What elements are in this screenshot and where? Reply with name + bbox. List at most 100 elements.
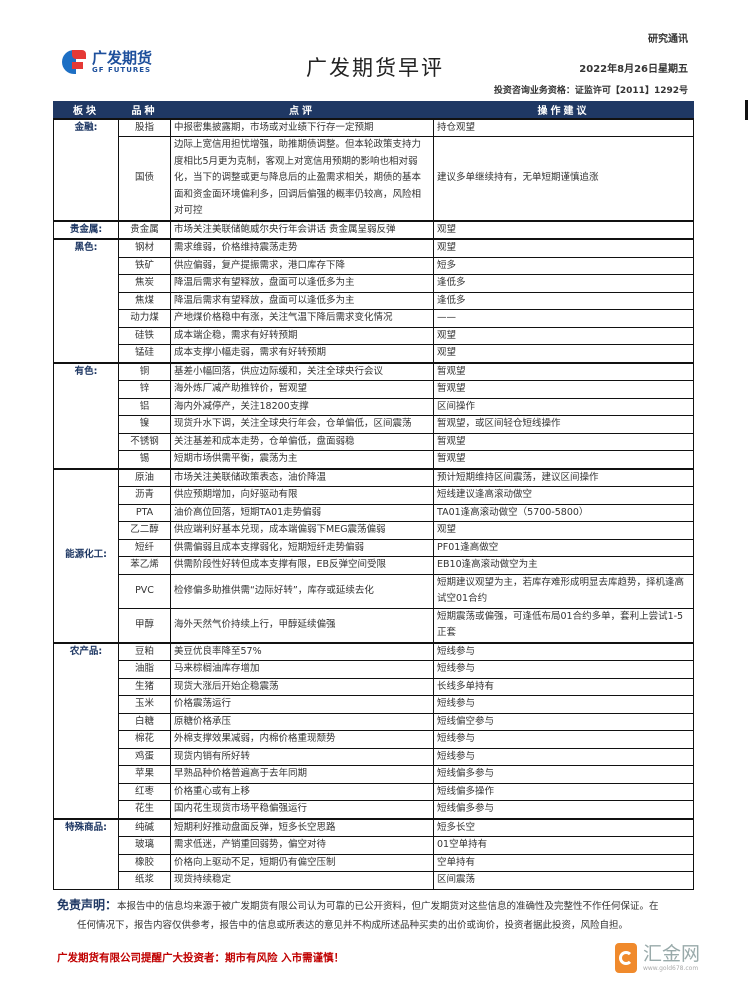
advice-cell: 观望 (433, 238, 694, 258)
variety-cell: 苯乙烯 (118, 556, 171, 575)
table-row: 贵金属: 贵金属 市场关注美联储鲍威尔央行年会讲话 贵金属呈弱反弹 观望 (53, 219, 694, 240)
sector-cell: 特殊商品: (53, 817, 119, 890)
comment-cell: 降温后需求有望释放，盘面可以逢低多为主 (170, 291, 434, 310)
advice-cell: 逢低多 (433, 291, 694, 310)
advice-cell: 短线参与 (433, 641, 694, 661)
advice-cell: 01空单持有 (433, 836, 694, 855)
variety-cell: 贵金属 (118, 219, 171, 240)
comment-cell: 油价高位回落，短期TA01走势偏弱 (170, 503, 434, 522)
comment-cell: 价格向上驱动不足，短期仍有偏空压制 (170, 853, 434, 872)
comment-cell: 产地煤价格稳中有涨，关注气温下降后需求变化情况 (170, 309, 434, 328)
advice-cell: 持仓观望 (433, 117, 694, 137)
watermark-text: 汇金网 (642, 943, 700, 965)
comment-cell: 供需阶段性好转但成本支撑有限，EB反弹空间受限 (170, 556, 434, 575)
comment-cell: 现货升水下调，关注全球央行年会，仓单偏低，区间震荡 (170, 415, 434, 434)
sector-cell: 能源化工: (53, 467, 119, 643)
col-variety: 品种 (118, 101, 171, 119)
variety-cell: 原油 (118, 467, 171, 487)
advice-cell: 逢低多 (433, 274, 694, 293)
comment-cell: 马来棕榈油库存增加 (170, 660, 434, 679)
sector-cell: 农产品: (53, 641, 119, 819)
advice-cell: 观望 (433, 326, 694, 345)
table-row: 花生 国内花生现货市场平稳偏强运行 短线偏多参与 (54, 800, 694, 819)
advice-cell: 短线参与 (433, 730, 694, 749)
table-row: 苯乙烯 供需阶段性好转但成本支撑有限，EB反弹空间受限 EB10逢高滚动做空为主 (54, 556, 694, 575)
advice-cell: 观望 (433, 521, 694, 540)
comment-cell: 关注基差和成本走势，仓单偏低，盘面弱稳 (170, 432, 434, 451)
variety-cell: 橡胶 (118, 853, 171, 872)
advice-cell: 短期震荡或偏强，可逢低布局01合约多单，套利上尝试1-5正套 (433, 607, 694, 643)
advice-cell: 预计短期维持区间震荡，建议区间操作 (433, 467, 694, 487)
comment-cell: 现货内销有所好转 (170, 747, 434, 766)
variety-cell: 焦炭 (118, 274, 171, 293)
comment-cell: 早熟品种价格普遍高于去年同期 (170, 765, 434, 784)
comment-cell: 短期利好推动盘面反弹，短多长空思路 (170, 817, 434, 837)
variety-cell: 短纤 (118, 538, 171, 557)
comment-cell: 市场关注美联储鲍威尔央行年会讲话 贵金属呈弱反弹 (170, 219, 434, 240)
comment-cell: 海内外减停产，关注18200支撑 (170, 397, 434, 416)
company-logo: 广发期货 GF FUTURES (62, 48, 152, 76)
watermark-logo-icon (614, 942, 637, 973)
scroll-marker (745, 100, 748, 120)
advice-cell: 暂观望 (433, 361, 694, 381)
comment-cell: 供应端利好基本兑现，成本端偏弱下MEG震荡偏弱 (170, 521, 434, 540)
advice-cell: 暂观望 (433, 432, 694, 451)
advice-cell: 短线参与 (433, 747, 694, 766)
table-row: 生猪 现货大涨后开始企稳震荡 长线多单持有 (54, 677, 694, 696)
col-sector: 板块 (53, 101, 119, 119)
comment-cell: 供需偏弱且成本支撑弱化，短期短纤走势偏弱 (170, 538, 434, 557)
comment-cell: 中报密集披露期，市场或对业绩下行存一定预期 (170, 117, 434, 137)
advice-cell: 区间震荡 (433, 871, 694, 890)
comment-cell: 现货大涨后开始企稳震荡 (170, 677, 434, 696)
table-row: 玻璃 需求低迷，产销重回弱势，偏空对待 01空单持有 (54, 836, 694, 855)
variety-cell: 焦煤 (118, 291, 171, 310)
logo-en: GF FUTURES (92, 66, 152, 74)
advice-cell: 暂观望 (433, 380, 694, 399)
table-row: 农产品: 豆粕 美豆优良率降至57% 短线参与 (53, 641, 694, 819)
comment-cell: 降温后需求有望释放，盘面可以逢低多为主 (170, 274, 434, 293)
comment-cell: 边际上宽信用担忧增强，助推期债调整。但本轮政策支持力度相比5月更为克制，客观上对… (170, 136, 434, 221)
report-type: 研究通讯 (648, 34, 688, 45)
variety-cell: 纸浆 (118, 871, 171, 890)
table-row: 硅铁 成本端企稳，需求有好转预期 观望 (54, 326, 694, 345)
gf-logo-icon (62, 48, 88, 76)
table-row: PVC 检修偏多助推供需“边际好转”，库存或延续去化 短期建议观望为主，若库存难形成… (54, 573, 694, 609)
advice-cell: 短期建议观望为主，若库存难形成明显去库趋势，择机逢高试空01合约 (433, 573, 694, 609)
advice-cell: 观望 (433, 219, 694, 240)
watermark-url: www.gold678.com (642, 965, 699, 972)
advice-cell: 空单持有 (433, 853, 694, 872)
table-row: 油脂 马来棕榈油库存增加 短线参与 (54, 660, 694, 679)
sector-cell: 贵金属: (53, 219, 119, 240)
table-row: 铝海内外减停产，关注18200支撑 区间操作 (54, 397, 694, 416)
variety-cell: 铝 (118, 397, 171, 416)
advice-cell: —— (433, 309, 694, 328)
disclaimer-line2: 任何情况下，报告内容仅供参考，报告中的信息或所表达的意见并不构成所述品种买卖的出… (77, 919, 629, 931)
page-title: 广发期货早评 (306, 56, 444, 80)
variety-cell: 沥青 (118, 486, 171, 505)
comment-cell: 美豆优良率降至57% (170, 641, 434, 661)
col-advice: 操作建议 (433, 101, 694, 119)
comment-cell: 市场关注美联储政策表态，油价降温 (170, 467, 434, 487)
variety-cell: 鸡蛋 (118, 747, 171, 766)
variety-cell: 动力煤 (118, 309, 171, 328)
variety-cell: 铁矿 (118, 256, 171, 275)
variety-cell: PVC (118, 573, 171, 609)
table-row: 棉花 外棉支撑效果减弱，内棉价格重现颓势 短线参与 (54, 730, 694, 749)
variety-cell: 玻璃 (118, 836, 171, 855)
table-row: 甲醇 海外天然气价持续上行，甲醇延续偏强 短期震荡或偏强，可逢低布局01合约多单，套… (54, 607, 694, 643)
advice-cell: TA01逢高滚动做空（5700-5800） (433, 503, 694, 522)
variety-cell: 不锈钢 (118, 432, 171, 451)
comment-cell: 现货持续稳定 (170, 871, 434, 890)
table-row: 锡短期市场供需平衡，震荡为主 暂观望 (54, 450, 694, 469)
table-row: 金融: 股指 中报密集披露期，市场或对业绩下行存一定预期 持仓观望 (53, 117, 694, 221)
report-date: 2022年8月26日星期五 (579, 64, 688, 75)
advice-cell: 短线偏多参与 (433, 800, 694, 819)
comment-cell: 海外炼厂减产助推锌价，暂观望 (170, 380, 434, 399)
logo-cn: 广发期货 (92, 49, 153, 67)
comment-cell: 价格震荡运行 (170, 695, 434, 714)
table-row: 纸浆 现货持续稳定 区间震荡 (54, 871, 694, 890)
table-row: PTA 油价高位回落，短期TA01走势偏弱 TA01逢高滚动做空（5700-5800… (54, 503, 694, 522)
variety-cell: 花生 (118, 800, 171, 819)
variety-cell: 油脂 (118, 660, 171, 679)
table-row: 黑色: 钢材 需求维弱，价格维持震荡走势 观望 (53, 238, 694, 363)
